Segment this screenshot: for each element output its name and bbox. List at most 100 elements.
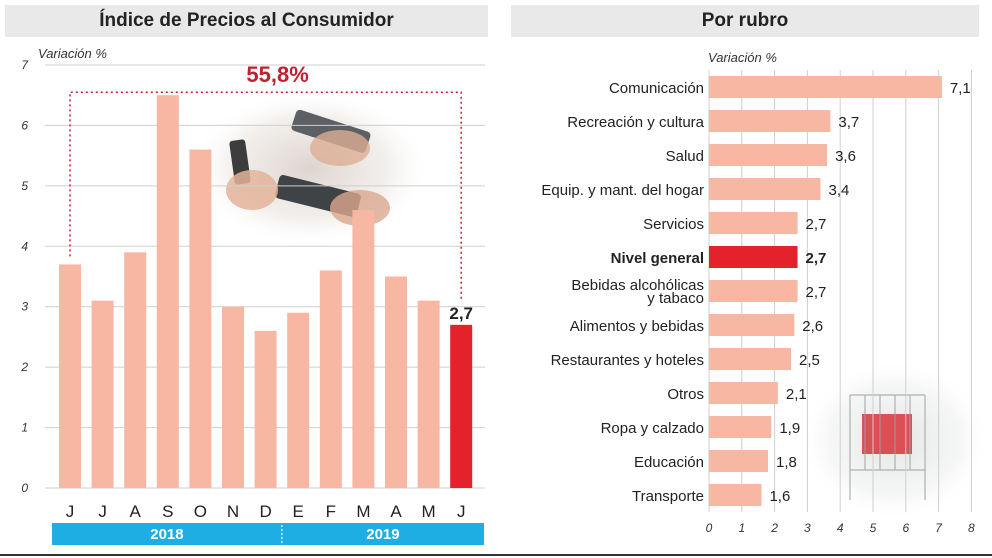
category-label: Restaurantes y hoteles [551,352,704,369]
x-tick-label: E [293,502,304,521]
bar [709,178,821,200]
category-label: Alimentos y bebidas [570,318,704,335]
y-tick-label: 7 [21,58,29,72]
bar [709,484,762,506]
y-tick-label: 6 [21,118,28,132]
x-tick-label: 3 [804,521,811,535]
bar [709,416,772,438]
x-tick-label: 1 [738,521,745,535]
category-label: Servicios [643,216,704,233]
bar-value-label: 1,9 [779,420,800,437]
y-tick-label: 1 [21,421,28,435]
bar-value-label: 2,7 [449,304,473,323]
x-tick-label: 5 [870,521,877,535]
category-label: Recreación y cultura [567,114,704,131]
x-tick-label: M [422,502,436,521]
bar [709,382,778,404]
bar [709,314,795,336]
category-label: Otros [667,386,704,403]
category-label: Salud [666,148,704,165]
category-label: Bebidas alcohólicas y tabaco [571,277,704,307]
left-panel-title: Índice de Precios al Consumidor [5,5,488,37]
bar-value-label: 2,6 [802,318,823,335]
right-panel-title: Por rubro [511,5,979,37]
bar-value-label: 3,7 [838,114,859,131]
bar [91,300,114,488]
bar-value-label: 2,5 [799,352,820,369]
bar [385,276,407,488]
bar-value-label: 1,8 [776,454,797,471]
bar [709,246,798,268]
year-band [52,523,282,545]
x-tick-label: 2 [770,521,778,535]
bar-value-label: 1,6 [769,488,790,505]
year-band-label: 2019 [366,526,399,543]
bar-value-label: 3,6 [835,148,856,165]
category-label-line: y tabaco [647,290,704,307]
bar [254,330,277,488]
bar-value-label: 7,1 [950,80,971,97]
bar [189,149,212,488]
bar-value-label: 2,7 [806,284,827,301]
bar [417,300,440,488]
x-tick-label: 7 [935,521,943,535]
category-label: Educación [634,454,704,471]
x-tick-label: J [98,502,107,521]
cpi-by-category-chart: 0 1 2 3 4 5 6 7 8 Variación % 7,1 Comunicación 3,7 Re… [541,50,975,535]
x-tick-label: J [66,502,75,521]
x-tick-label: 6 [902,521,909,535]
x-tick-label: M [356,502,370,521]
category-label: Transporte [632,488,704,505]
shopping-cart-photo [800,360,990,520]
x-axis-label: Variación % [708,50,777,65]
y-tick-label: 3 [21,300,28,314]
x-tick-label: 0 [706,521,713,535]
x-tick-label: 8 [968,521,975,535]
bar [59,264,81,488]
x-tick-label: N [227,502,239,521]
bar [709,76,942,98]
category-label-line: Bebidas alcohólicas [571,277,704,294]
bar [709,348,791,370]
year-band [281,523,484,545]
bar-value-label: 2,7 [806,250,827,267]
bar [352,210,375,488]
bar [709,280,798,302]
bar [319,270,342,488]
y-tick-label: 0 [21,481,28,495]
bottom-rule [0,554,992,556]
x-tick-label: 4 [837,521,844,535]
bar [709,212,798,234]
bar [156,95,179,488]
x-tick-label: O [194,502,207,521]
bar [222,306,244,488]
y-tick-label: 5 [21,179,28,193]
bar [709,144,828,166]
bar-value-label: 3,4 [829,182,850,199]
y-tick-label: 4 [21,239,28,253]
category-label: Ropa y calzado [601,420,704,437]
bar [124,252,147,488]
phones-photo [190,90,430,246]
y-axis-label: Variación % [38,46,107,61]
x-tick-label: J [457,502,466,521]
annotation-label: 55,8% [246,62,308,87]
category-label: Nivel general [611,250,704,267]
x-tick-label: S [162,502,173,521]
category-label: Comunicación [609,80,704,97]
x-tick-label: F [326,502,336,521]
bar [450,324,473,488]
category-label: Equip. y mant. del hogar [541,182,704,199]
bar [709,110,831,132]
x-tick-label: A [390,502,402,521]
bar-value-label: 2,1 [786,386,807,403]
bar-value-label: 2,7 [806,216,827,233]
monthly-cpi-chart: 0 1 2 3 4 5 6 7 Variación % J J A S O N D E F M A M J 2,7 55,8%… [20,46,485,545]
y-tick-label: 2 [20,360,28,374]
year-band-label: 2018 [150,526,183,543]
bar [287,312,310,488]
x-tick-label: D [259,502,271,521]
bar [709,450,769,472]
x-tick-label: A [130,502,142,521]
